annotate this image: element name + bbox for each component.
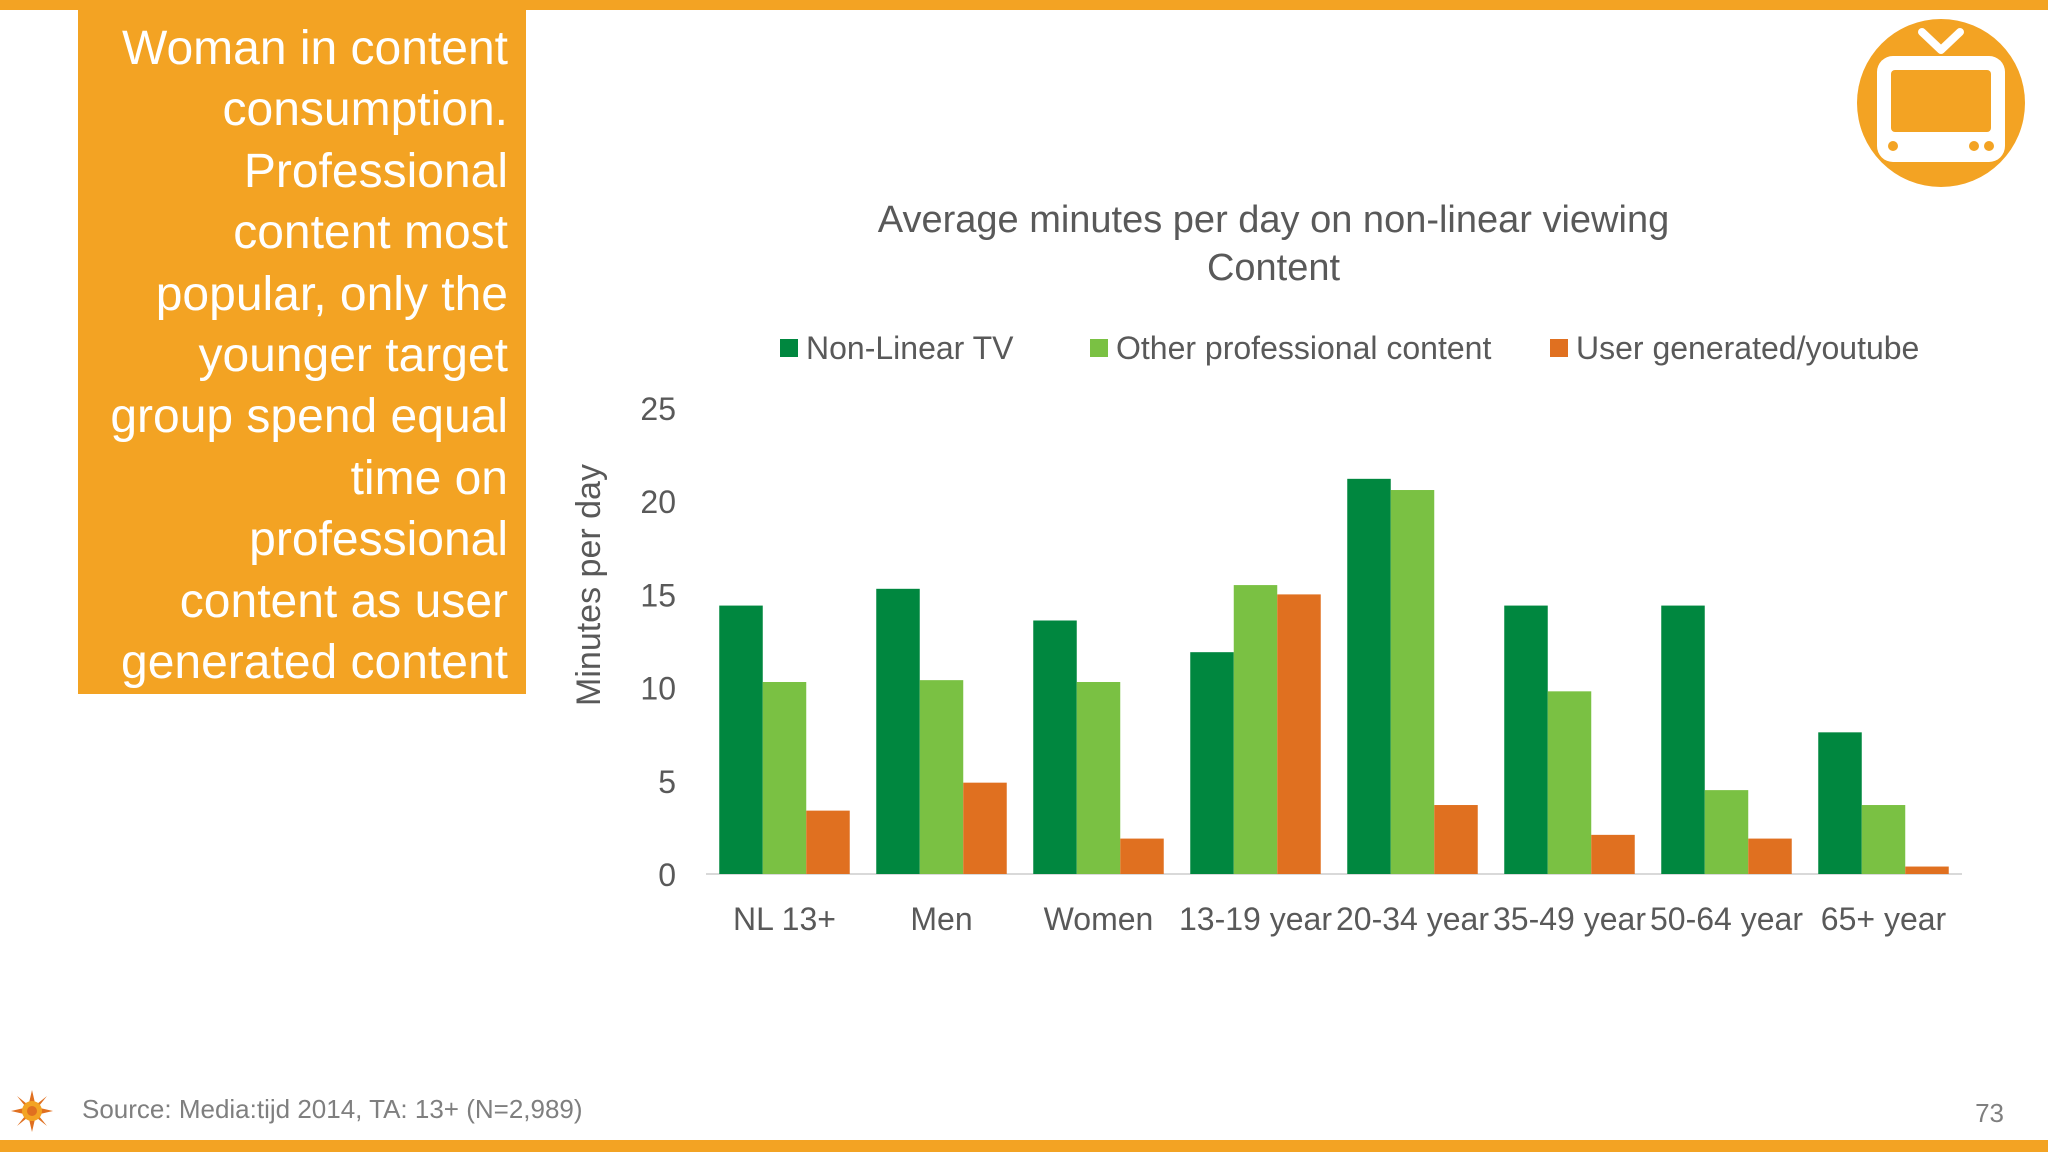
bar [963, 782, 1007, 874]
x-tick-label: 35-49 year [1493, 901, 1646, 937]
headline-line: time on [350, 451, 508, 505]
headline-line: content as user [179, 574, 508, 628]
bar [806, 810, 850, 874]
x-tick-label: 65+ year [1821, 901, 1947, 937]
chart-title-line-1: Average minutes per day on non-linear vi… [877, 199, 1670, 241]
page-number: 73 [1975, 1098, 2004, 1128]
y-tick-label: 15 [640, 577, 676, 613]
legend-item: Non-Linear TV [780, 326, 1014, 370]
bar [1504, 605, 1548, 874]
bar [1434, 805, 1478, 874]
x-tick-label: 20-34 year [1336, 901, 1489, 937]
headline-line: content most [233, 206, 508, 260]
y-tick-label: 10 [640, 671, 676, 707]
headline-line: Woman in content [122, 22, 508, 75]
bar [1277, 594, 1321, 874]
legend-item: Other professional content [1090, 326, 1491, 370]
bar [919, 680, 964, 874]
bottom-accent-bar [0, 1140, 2048, 1152]
bar [876, 588, 920, 874]
headline-box: Woman in content consumption. Professional… [78, 10, 526, 694]
y-tick-label: 25 [640, 391, 676, 427]
headline-line: Professional [243, 144, 508, 198]
bar [1347, 478, 1391, 874]
y-tick-label: 20 [640, 484, 676, 520]
x-tick-label: 50-64 year [1650, 901, 1803, 937]
chart-title: Average minutes per day on non-linear vi… [830, 196, 1717, 292]
headline-line: younger target [198, 329, 508, 383]
source-note: Source: Media:tijd 2014, TA: 13+ (N=2,98… [82, 1094, 583, 1124]
legend-swatch [1550, 339, 1568, 357]
bar [719, 605, 763, 874]
headline-line: consumption. [222, 83, 509, 137]
bar [762, 682, 807, 874]
legend-label: Non-Linear TV [806, 329, 1014, 366]
legend-swatch [1090, 339, 1108, 357]
bar [1033, 620, 1077, 874]
headline-line: popular, only the [155, 267, 508, 321]
bar [1818, 732, 1862, 874]
headline-line: generated content [121, 636, 508, 690]
y-tick-label: 0 [658, 857, 676, 893]
sun-logo-icon [11, 1090, 53, 1132]
bar [1591, 834, 1635, 874]
legend-label: Other professional content [1116, 329, 1492, 366]
legend-swatch [780, 339, 798, 357]
x-tick-label: 13-19 year [1179, 901, 1332, 937]
bar [1190, 652, 1234, 874]
x-tick-label: NL 13+ [733, 901, 836, 937]
top-accent-bar [0, 0, 2048, 10]
bar [1390, 490, 1435, 874]
headline-line: professional [249, 513, 508, 567]
bar [1233, 585, 1278, 874]
bar [1704, 790, 1749, 874]
legend-item: User generated/youtube [1550, 326, 1919, 370]
chart-title-line-2: Content [1206, 247, 1341, 289]
bar [1861, 805, 1906, 874]
bar [1661, 605, 1705, 874]
y-tick-label: 5 [658, 764, 676, 800]
x-tick-label: Women [1044, 901, 1154, 937]
tv-icon [1857, 19, 2025, 187]
y-axis-label: Minutes per day [570, 464, 608, 706]
x-tick-label: Men [910, 901, 972, 937]
bar [1076, 682, 1121, 874]
bar [1547, 691, 1592, 874]
bar [1120, 838, 1164, 874]
legend-label: User generated/youtube [1576, 329, 1920, 366]
headline-line: group spend equal [110, 390, 508, 444]
bar [1748, 838, 1792, 874]
bar [1905, 866, 1949, 874]
